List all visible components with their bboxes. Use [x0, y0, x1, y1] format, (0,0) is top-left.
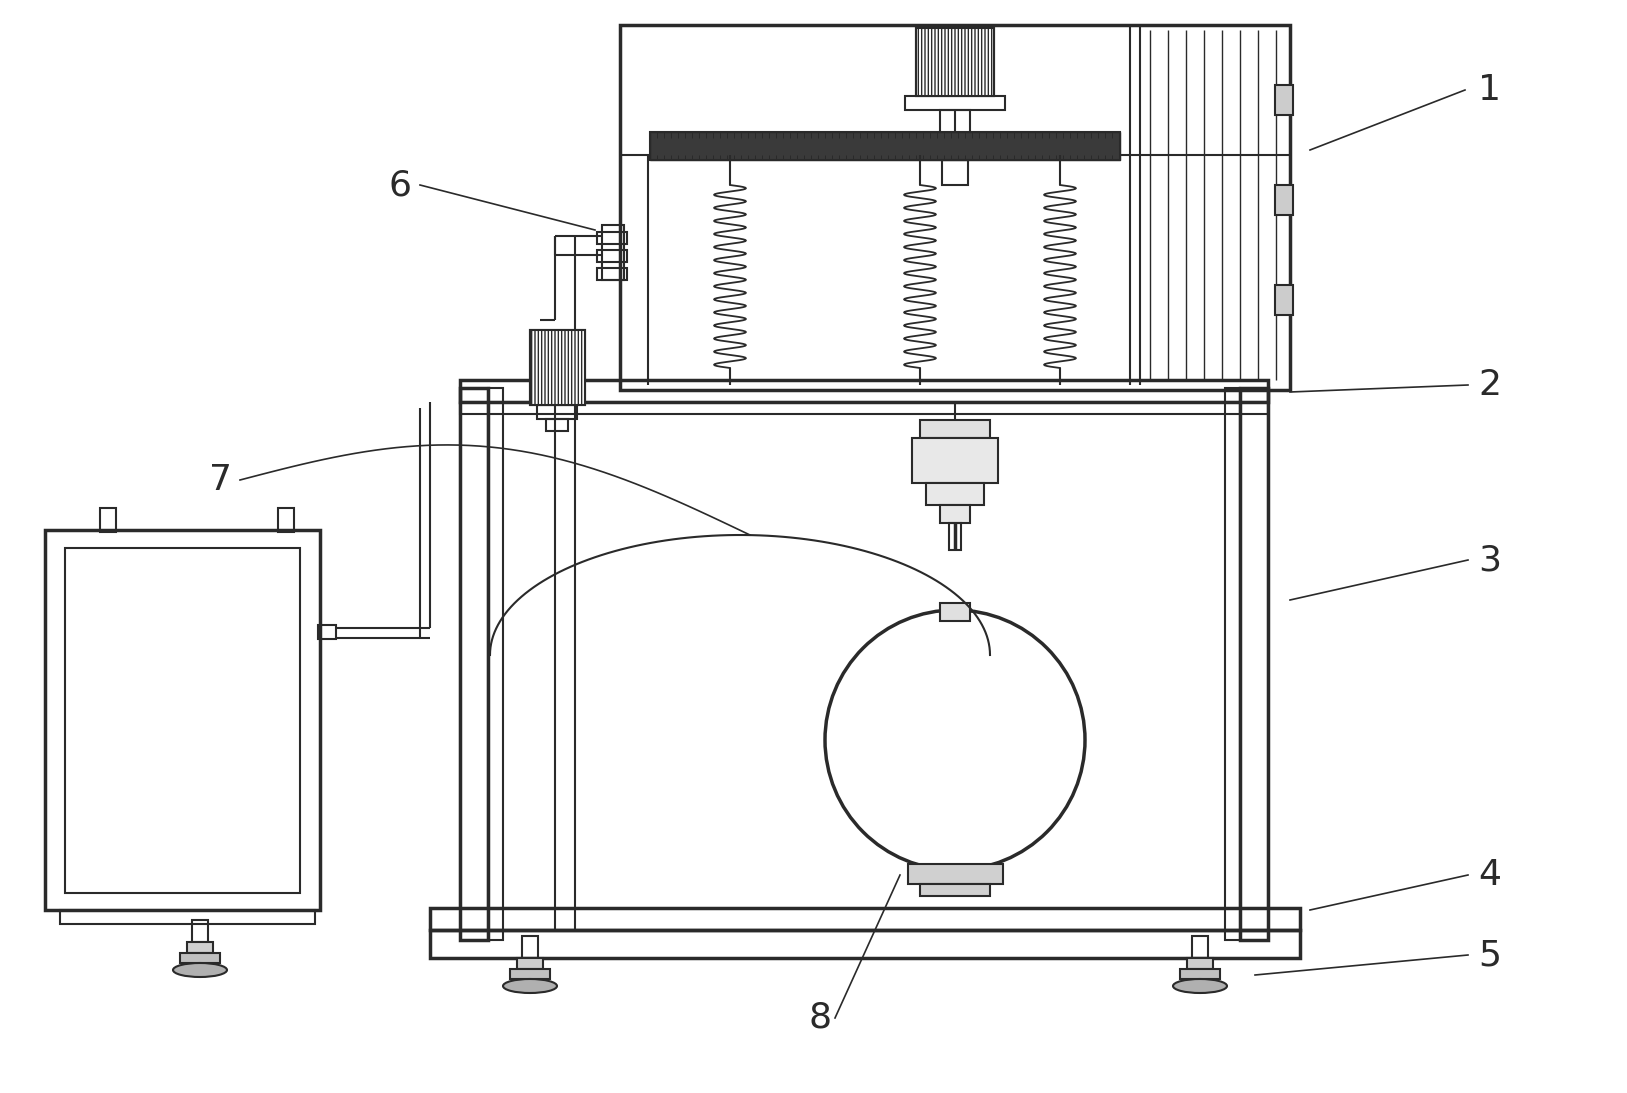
- Bar: [942, 160, 968, 185]
- Bar: [602, 225, 625, 280]
- Bar: [46, 530, 321, 910]
- Bar: [620, 25, 1290, 390]
- Bar: [430, 908, 1300, 930]
- Bar: [537, 406, 578, 419]
- Bar: [1180, 969, 1220, 979]
- Bar: [597, 250, 626, 262]
- Bar: [65, 548, 299, 893]
- Bar: [1225, 388, 1240, 940]
- Circle shape: [825, 610, 1085, 870]
- Bar: [1276, 85, 1293, 115]
- Bar: [192, 920, 208, 942]
- Bar: [908, 863, 1002, 884]
- Bar: [430, 930, 1300, 957]
- Ellipse shape: [172, 963, 228, 977]
- Text: 6: 6: [389, 168, 412, 202]
- Bar: [522, 936, 539, 957]
- Bar: [460, 388, 488, 940]
- Bar: [1240, 388, 1267, 940]
- Bar: [530, 330, 586, 406]
- Bar: [547, 419, 568, 431]
- Bar: [905, 96, 1005, 110]
- Bar: [488, 388, 503, 940]
- Bar: [1276, 285, 1293, 315]
- Bar: [597, 232, 626, 244]
- Bar: [460, 380, 1267, 402]
- Bar: [940, 110, 970, 136]
- Bar: [509, 969, 550, 979]
- Bar: [530, 330, 586, 406]
- Text: 3: 3: [1479, 543, 1502, 577]
- Bar: [1193, 936, 1207, 957]
- Bar: [913, 438, 997, 483]
- Bar: [317, 625, 337, 639]
- Text: 8: 8: [809, 1001, 831, 1035]
- Bar: [60, 910, 316, 924]
- Bar: [1276, 185, 1293, 215]
- Bar: [651, 132, 1119, 160]
- Bar: [916, 28, 994, 96]
- Ellipse shape: [1173, 979, 1227, 994]
- Text: 2: 2: [1479, 368, 1502, 402]
- Bar: [278, 508, 294, 532]
- Bar: [187, 942, 213, 953]
- Bar: [919, 420, 989, 438]
- Bar: [919, 884, 989, 896]
- Bar: [460, 402, 1267, 414]
- Bar: [940, 505, 970, 522]
- Bar: [597, 268, 626, 280]
- Bar: [651, 132, 1119, 160]
- Text: 1: 1: [1479, 73, 1502, 107]
- Ellipse shape: [503, 979, 556, 994]
- Bar: [949, 522, 962, 550]
- Bar: [916, 28, 994, 96]
- Bar: [99, 508, 116, 532]
- Bar: [181, 953, 220, 963]
- Text: 5: 5: [1479, 938, 1502, 972]
- Bar: [517, 957, 543, 969]
- Bar: [1188, 957, 1214, 969]
- Text: 4: 4: [1479, 858, 1502, 892]
- Bar: [940, 603, 970, 621]
- Text: 7: 7: [208, 463, 231, 497]
- Bar: [926, 483, 984, 505]
